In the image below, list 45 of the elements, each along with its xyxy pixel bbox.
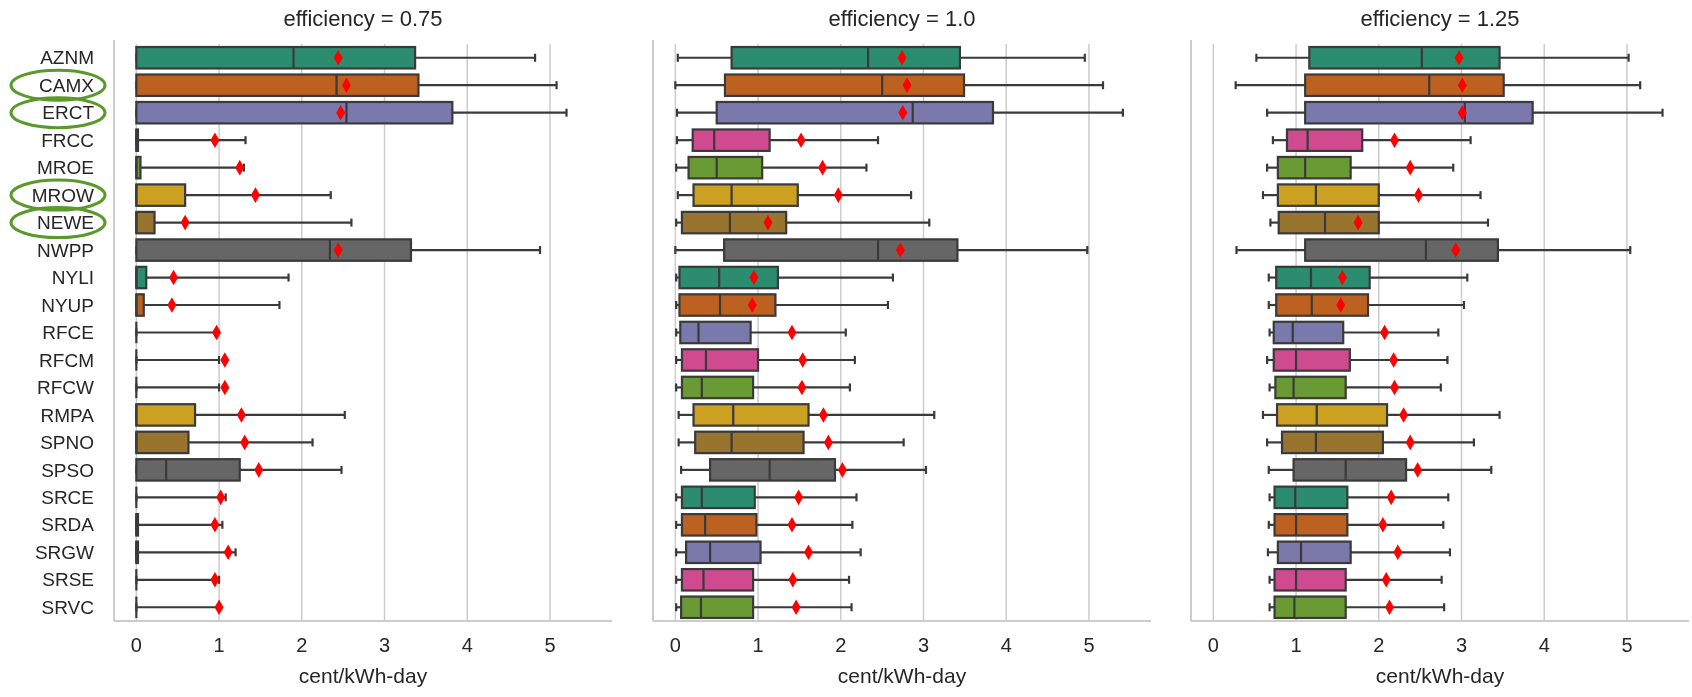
- x-tick-label: 4: [1000, 634, 1012, 656]
- x-tick-label: 0: [1207, 634, 1219, 656]
- chart-title: efficiency = 1.25: [1360, 6, 1520, 31]
- x-axis-title: cent/kWh-day: [298, 664, 428, 687]
- x-tick-label: 5: [1621, 634, 1633, 656]
- y-tick-label: RFCW: [37, 377, 95, 399]
- x-tick-label: 1: [1290, 634, 1302, 656]
- y-tick-label: NWPP: [37, 239, 94, 261]
- x-tick-label: 4: [461, 634, 473, 656]
- x-tick-label: 2: [835, 634, 847, 656]
- y-tick-label: SRDA: [41, 514, 95, 536]
- x-tick-label: 3: [378, 634, 391, 656]
- x-axis-title: cent/kWh-day: [837, 664, 967, 687]
- y-tick-label: SRCE: [41, 487, 94, 509]
- y-tick-label: NYUP: [41, 294, 94, 316]
- x-tick-label: 1: [213, 634, 225, 656]
- y-tick-label: NEWE: [37, 212, 94, 234]
- y-tick-label: MROW: [31, 184, 95, 206]
- y-tick-label: SRSE: [42, 569, 94, 591]
- x-tick-label: 0: [130, 634, 142, 656]
- y-tick-label: RFCM: [39, 349, 94, 371]
- y-tick-label: RFCE: [42, 322, 94, 344]
- y-tick-label: SRVC: [41, 596, 94, 618]
- x-tick-label: 5: [1083, 634, 1095, 656]
- x-tick-label: 2: [296, 634, 308, 656]
- x-tick-label: 5: [544, 634, 556, 656]
- x-tick-label: 3: [1455, 634, 1468, 656]
- x-tick-label: 4: [1538, 634, 1550, 656]
- y-tick-label: FRCC: [41, 129, 94, 151]
- y-tick-label: RMPA: [40, 404, 95, 426]
- y-tick-label: NYLI: [51, 267, 94, 289]
- chart-title: efficiency = 0.75: [283, 6, 443, 31]
- chart-title: efficiency = 1.0: [828, 6, 976, 31]
- y-tick-label: AZNM: [40, 47, 94, 69]
- y-tick-label: SPSO: [41, 459, 94, 481]
- y-tick-label: SPNO: [40, 432, 94, 454]
- x-tick-label: 3: [917, 634, 930, 656]
- y-tick-label: CAMX: [39, 74, 95, 96]
- y-tick-label: SRGW: [34, 541, 95, 563]
- y-tick-label: MROE: [37, 157, 94, 179]
- x-tick-label: 0: [669, 634, 681, 656]
- x-tick-label: 1: [752, 634, 764, 656]
- x-axis-title: cent/kWh-day: [1375, 664, 1505, 687]
- x-tick-label: 2: [1373, 634, 1385, 656]
- y-tick-label: ERCT: [42, 102, 95, 124]
